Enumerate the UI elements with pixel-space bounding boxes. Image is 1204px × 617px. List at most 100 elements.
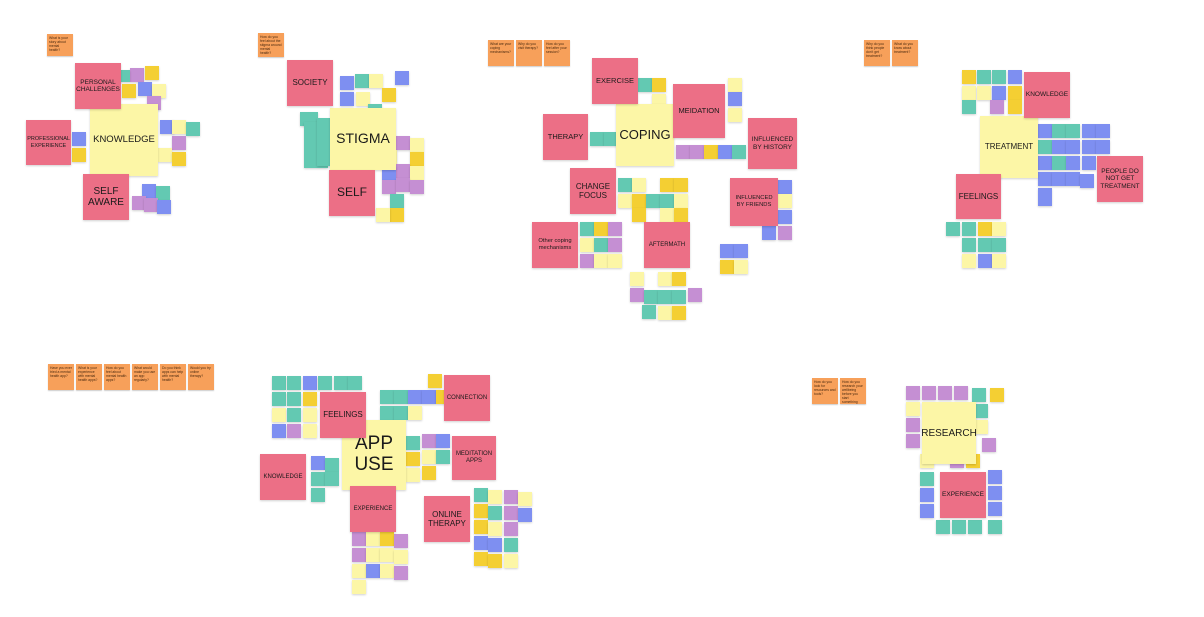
label-note[interactable]: INFLUENCED BY FRIENDS xyxy=(730,178,778,226)
small-note[interactable] xyxy=(608,222,622,236)
small-note[interactable] xyxy=(406,452,420,466)
small-note[interactable] xyxy=(988,470,1002,484)
question-note[interactable]: How do you feel about the stigma around … xyxy=(258,33,284,57)
small-note[interactable] xyxy=(422,466,436,480)
small-note[interactable] xyxy=(172,152,186,166)
small-note[interactable] xyxy=(972,388,986,402)
theme-note-research[interactable]: RESEARCH xyxy=(921,402,977,464)
small-note[interactable] xyxy=(962,222,976,236)
small-note[interactable] xyxy=(674,194,688,208)
question-note[interactable]: Would you try online therapy? xyxy=(188,364,214,390)
theme-note-stigma[interactable]: STIGMA xyxy=(330,108,396,170)
small-note[interactable] xyxy=(120,70,130,82)
small-note[interactable] xyxy=(906,386,920,400)
label-note[interactable]: SOCIETY xyxy=(287,60,333,106)
question-note[interactable]: How do you research your wellbeing befor… xyxy=(840,378,866,404)
small-note[interactable] xyxy=(488,538,502,552)
small-note[interactable] xyxy=(272,392,286,406)
small-note[interactable] xyxy=(660,194,674,208)
small-note[interactable] xyxy=(352,564,366,578)
small-note[interactable] xyxy=(992,222,1006,236)
small-note[interactable] xyxy=(608,254,622,268)
small-note[interactable] xyxy=(632,208,646,222)
small-note[interactable] xyxy=(410,152,424,166)
small-note[interactable] xyxy=(672,290,686,304)
small-note[interactable] xyxy=(638,78,652,92)
small-note[interactable] xyxy=(408,390,422,404)
small-note[interactable] xyxy=(422,450,436,464)
small-note[interactable] xyxy=(488,522,502,536)
small-note[interactable] xyxy=(978,222,992,236)
small-note[interactable] xyxy=(954,386,968,400)
small-note[interactable] xyxy=(920,488,934,502)
small-note[interactable] xyxy=(676,145,690,159)
small-note[interactable] xyxy=(952,520,966,534)
small-note[interactable] xyxy=(962,238,976,252)
question-note[interactable]: What do you know about treatment? xyxy=(892,40,918,66)
small-note[interactable] xyxy=(988,502,1002,516)
small-note[interactable] xyxy=(172,136,186,150)
small-note[interactable] xyxy=(394,550,408,564)
small-note[interactable] xyxy=(674,178,688,192)
small-note[interactable] xyxy=(1082,156,1096,170)
small-note[interactable] xyxy=(410,180,424,194)
small-note[interactable] xyxy=(690,145,704,159)
small-note[interactable] xyxy=(688,288,702,302)
small-note[interactable] xyxy=(652,78,666,92)
small-note[interactable] xyxy=(352,532,366,546)
small-note[interactable] xyxy=(1052,124,1066,138)
small-note[interactable] xyxy=(977,70,991,84)
small-note[interactable] xyxy=(1038,172,1052,186)
small-note[interactable] xyxy=(644,290,658,304)
question-note[interactable]: What are your coping mechanisms? xyxy=(488,40,514,66)
small-note[interactable] xyxy=(311,488,325,502)
question-note[interactable]: Do you think apps can help with mental h… xyxy=(160,364,186,390)
small-note[interactable] xyxy=(428,374,442,388)
small-note[interactable] xyxy=(580,254,594,268)
small-note[interactable] xyxy=(287,376,301,390)
label-note[interactable]: EXERCISE xyxy=(592,58,638,104)
small-note[interactable] xyxy=(504,554,518,568)
label-note[interactable]: FEELINGS xyxy=(956,174,1001,219)
small-note[interactable] xyxy=(72,148,86,162)
small-note[interactable] xyxy=(436,434,450,448)
small-note[interactable] xyxy=(974,404,988,418)
small-note[interactable] xyxy=(594,238,608,252)
small-note[interactable] xyxy=(720,260,734,274)
small-note[interactable] xyxy=(978,254,992,268)
small-note[interactable] xyxy=(394,406,408,420)
small-note[interactable] xyxy=(406,436,420,450)
small-note[interactable] xyxy=(594,254,608,268)
small-note[interactable] xyxy=(144,198,158,212)
small-note[interactable] xyxy=(355,74,369,88)
small-note[interactable] xyxy=(130,68,144,82)
small-note[interactable] xyxy=(642,305,656,319)
small-note[interactable] xyxy=(366,548,380,562)
small-note[interactable] xyxy=(474,552,488,566)
small-note[interactable] xyxy=(376,208,390,222)
small-note[interactable] xyxy=(920,472,934,486)
small-note[interactable] xyxy=(718,145,732,159)
small-note[interactable] xyxy=(395,71,409,85)
question-note[interactable]: Why do you visit therapy? xyxy=(516,40,542,66)
small-note[interactable] xyxy=(1066,140,1080,154)
small-note[interactable] xyxy=(992,86,1006,100)
small-note[interactable] xyxy=(422,390,436,404)
label-note[interactable]: PERSONAL CHALLENGES xyxy=(75,63,121,109)
small-note[interactable] xyxy=(1096,124,1110,138)
small-note[interactable] xyxy=(474,504,488,518)
small-note[interactable] xyxy=(1080,174,1094,188)
small-note[interactable] xyxy=(1052,140,1066,154)
small-note[interactable] xyxy=(660,178,674,192)
label-note[interactable]: MEIDATION xyxy=(673,84,725,138)
theme-note-coping[interactable]: COPING xyxy=(616,104,674,166)
label-note[interactable]: PROFESSIONAL EXPERIENCE xyxy=(26,120,71,165)
small-note[interactable] xyxy=(303,376,317,390)
small-note[interactable] xyxy=(974,420,988,434)
small-note[interactable] xyxy=(704,145,718,159)
small-note[interactable] xyxy=(1082,140,1096,154)
small-note[interactable] xyxy=(287,408,301,422)
small-note[interactable] xyxy=(618,178,632,192)
small-note[interactable] xyxy=(348,376,362,390)
small-note[interactable] xyxy=(145,66,159,80)
